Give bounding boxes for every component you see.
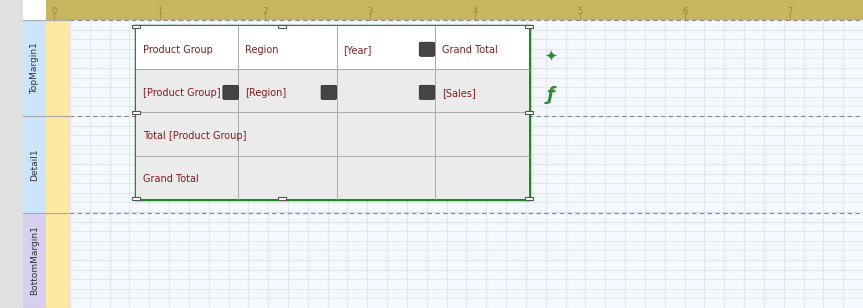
- Text: [Year]: [Year]: [343, 45, 372, 55]
- Bar: [23, 213, 46, 308]
- Bar: [0, 0, 23, 308]
- Text: Product Group: Product Group: [143, 45, 213, 55]
- Text: BottomMargin1: BottomMargin1: [30, 225, 39, 295]
- Bar: [136, 69, 529, 112]
- Bar: [70, 213, 863, 308]
- Bar: [278, 197, 286, 200]
- Bar: [136, 156, 529, 199]
- Text: [Product Group]: [Product Group]: [143, 88, 221, 98]
- Bar: [525, 197, 533, 200]
- Bar: [278, 25, 286, 28]
- Text: 4: 4: [472, 6, 477, 15]
- Bar: [46, 116, 70, 213]
- Text: 5: 5: [577, 6, 583, 15]
- Text: 7: 7: [788, 6, 793, 15]
- Text: ƒ: ƒ: [546, 86, 555, 104]
- Text: ✦: ✦: [545, 49, 557, 64]
- Text: Total [Product Group]: Total [Product Group]: [143, 131, 247, 141]
- Bar: [133, 111, 140, 114]
- Text: Grand Total: Grand Total: [143, 174, 199, 184]
- Text: 6: 6: [683, 6, 688, 15]
- Bar: [46, 213, 70, 308]
- FancyBboxPatch shape: [419, 42, 435, 56]
- Text: 3: 3: [367, 6, 373, 15]
- Text: 2: 2: [262, 6, 268, 15]
- Bar: [525, 25, 533, 28]
- Bar: [70, 20, 863, 116]
- Bar: [70, 116, 863, 213]
- Bar: [46, 0, 863, 20]
- Bar: [133, 197, 140, 200]
- Bar: [46, 20, 70, 116]
- Bar: [525, 111, 533, 114]
- Text: [Region]: [Region]: [245, 88, 287, 98]
- Text: Region: Region: [245, 45, 279, 55]
- FancyBboxPatch shape: [223, 85, 238, 99]
- Text: 0: 0: [52, 6, 57, 15]
- Bar: [136, 112, 529, 156]
- Bar: [136, 26, 529, 69]
- Text: 1: 1: [157, 6, 162, 15]
- Bar: [136, 26, 529, 199]
- Bar: [23, 20, 46, 116]
- FancyBboxPatch shape: [419, 85, 435, 99]
- Bar: [23, 116, 46, 213]
- Text: Grand Total: Grand Total: [442, 45, 497, 55]
- Text: [Sales]: [Sales]: [442, 88, 476, 98]
- Text: Detail1: Detail1: [30, 148, 39, 181]
- Bar: [133, 25, 140, 28]
- Text: TopMargin1: TopMargin1: [30, 42, 39, 94]
- FancyBboxPatch shape: [321, 85, 337, 99]
